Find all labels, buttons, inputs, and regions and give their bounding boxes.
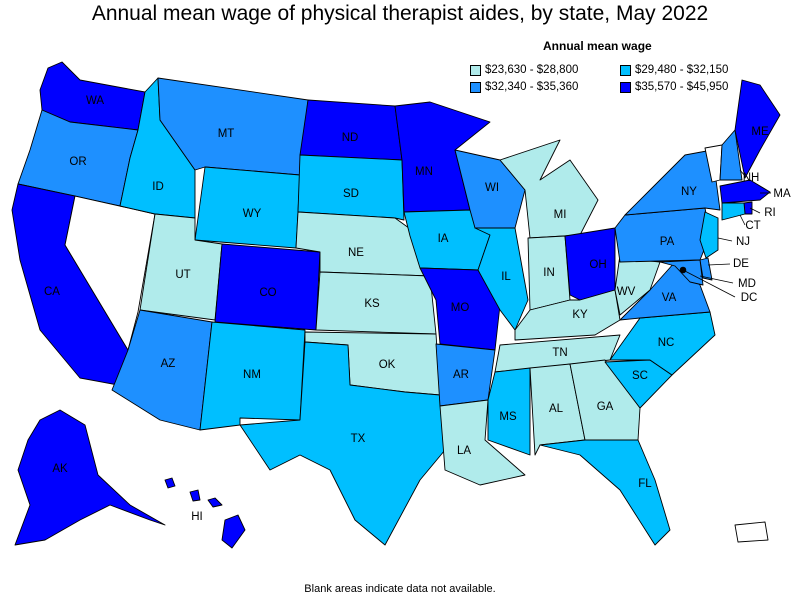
state-label-OH: OH [589,259,606,271]
state-ME[interactable] [734,79,781,179]
legend-label: $32,340 - $35,360 [485,81,579,93]
state-label-KS: KS [364,298,380,310]
state-label-MT: MT [218,128,235,140]
legend-item-bin-4: $35,570 - $45,950 [620,81,728,93]
legend-swatch [620,81,631,93]
state-label-OR: OR [69,156,86,168]
state-label-IN: IN [543,267,555,279]
state-label-AZ: AZ [161,358,176,370]
state-label-DE: DE [733,258,749,270]
state-label-PA: PA [660,236,675,248]
state-label-AR: AR [453,369,469,381]
state-TX[interactable] [239,341,446,546]
state-label-NJ: NJ [736,236,750,248]
state-MS[interactable] [487,367,531,456]
state-label-CA: CA [44,286,60,298]
state-label-NE: NE [348,247,364,259]
state-label-NM: NM [243,369,261,381]
state-label-MA: MA [773,188,791,200]
footnote: Blank areas indicate data not available. [304,583,496,595]
state-label-MO: MO [451,302,470,314]
state-CT[interactable] [721,202,746,221]
state-label-NC: NC [658,337,675,349]
state-GA[interactable] [569,359,641,441]
state-label-TN: TN [552,347,567,359]
legend-swatch [470,64,481,76]
state-label-AK: AK [52,463,68,475]
state-label-IL: IL [501,271,511,283]
legend: $23,630 - $28,800 $29,480 - $32,150 $32,… [470,64,800,96]
state-label-CT: CT [745,220,760,232]
state-label-LA: LA [457,445,471,457]
state-DE[interactable] [699,257,713,281]
state-label-ND: ND [342,132,359,144]
state-IL[interactable] [474,227,529,331]
state-label-FL: FL [638,478,652,490]
state-label-WV: WV [617,286,636,298]
state-label-SD: SD [343,188,359,200]
legend-label: $29,480 - $32,150 [635,64,729,76]
state-label-ME: ME [751,126,769,138]
legend-swatch [470,81,481,93]
state-NJ[interactable] [699,211,719,259]
state-label-WY: WY [243,208,262,220]
state-label-KY: KY [572,309,588,321]
state-label-VA: VA [662,292,677,304]
state-label-ID: ID [152,181,164,193]
state-label-IA: IA [438,233,449,245]
map-title: Annual mean wage of physical therapist a… [91,2,709,25]
state-PA[interactable] [614,207,711,263]
state-label-OK: OK [379,359,396,371]
state-labels: WA OR CA ID MT WY UT CO AZ NM ND SD NE K… [44,95,791,523]
state-label-RI: RI [764,207,776,219]
state-label-WA: WA [86,95,104,107]
legend-label: $23,630 - $28,800 [485,64,579,76]
leader-lines [682,169,771,298]
state-NM[interactable] [199,321,306,431]
legend-item-bin-1: $23,630 - $28,800 [470,64,578,76]
state-label-MN: MN [415,166,433,178]
state-label-MD: MD [738,278,756,290]
state-label-MS: MS [499,411,517,423]
state-label-TX: TX [351,433,366,445]
state-NY[interactable] [624,149,721,216]
state-label-SC: SC [632,370,648,382]
state-NH[interactable] [719,129,743,181]
state-PR [734,521,769,543]
state-ND[interactable] [299,99,403,161]
state-label-CO: CO [259,287,276,299]
state-SD[interactable] [297,154,405,221]
state-label-UT: UT [175,269,190,281]
state-label-NY: NY [681,186,697,198]
state-HI[interactable] [164,477,246,549]
legend-item-bin-2: $29,480 - $32,150 [620,64,728,76]
legend-label: $35,570 - $45,950 [635,81,729,93]
state-label-MI: MI [554,209,567,221]
legend-swatch [620,64,631,76]
legend-item-bin-3: $32,340 - $35,360 [470,81,578,93]
state-label-AL: AL [549,403,564,415]
state-label-NH: NH [743,172,760,184]
state-AK[interactable] [14,409,166,546]
state-label-WI: WI [485,182,499,194]
state-label-GA: GA [597,401,614,413]
state-MI[interactable] [499,139,599,239]
state-FL[interactable] [539,439,671,546]
state-label-DC: DC [741,292,758,304]
state-MA[interactable] [719,179,771,204]
legend-title: Annual mean wage [543,39,652,53]
state-label-HI: HI [191,511,203,523]
